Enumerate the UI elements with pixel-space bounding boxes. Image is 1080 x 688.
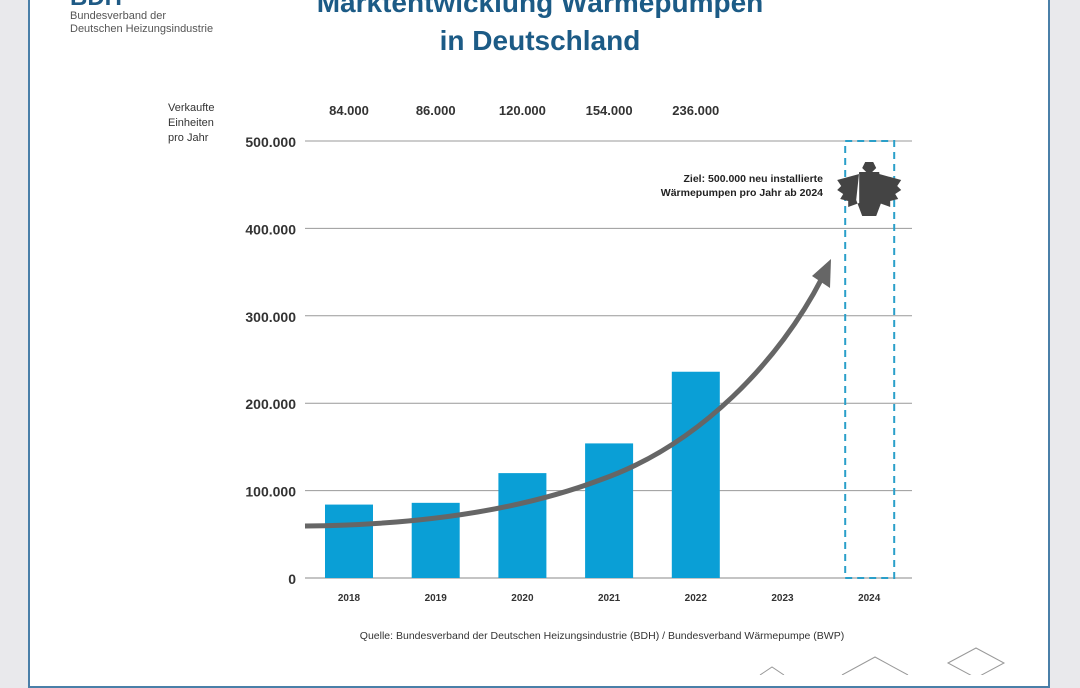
y-tick-label: 100.000	[245, 484, 296, 500]
bdh-logo: BDH Bundesverband der Deutschen Heizungs…	[70, 0, 213, 36]
source-note: Quelle: Bundesverband der Deutschen Heiz…	[360, 630, 844, 642]
arrowhead-icon	[812, 259, 831, 288]
y-tick-label: 300.000	[245, 309, 296, 325]
y-tick-label: 200.000	[245, 396, 296, 412]
data-label: 236.000	[672, 103, 719, 118]
y-tick-label: 0	[288, 571, 296, 587]
decorative-cubes	[759, 647, 1006, 675]
x-tick-label: 2024	[858, 593, 881, 604]
x-tick-label: 2019	[425, 593, 448, 604]
target-label: Wärmepumpen pro Jahr ab 2024	[661, 187, 823, 199]
logo-text: BDH	[70, 0, 213, 10]
x-tick-label: 2018	[338, 593, 361, 604]
title-line1: Marktentwicklung Wärmepumpen	[316, 0, 764, 18]
data-label: 120.000	[499, 103, 546, 118]
chart-title: Marktentwicklung Wärmepumpen in Deutschl…	[0, 0, 1080, 60]
bar-2021	[585, 443, 634, 578]
x-tick-label: 2021	[598, 593, 621, 604]
x-tick-label: 2022	[685, 593, 708, 604]
y-tick-label: 500.000	[245, 134, 296, 150]
eagle-icon	[837, 162, 902, 216]
data-label: 154.000	[586, 103, 633, 118]
y-axis-label: Einheiten	[168, 117, 214, 129]
target-label: Ziel: 500.000 neu installierte	[684, 173, 824, 185]
data-label: 84.000	[329, 103, 369, 118]
x-tick-label: 2023	[771, 593, 794, 604]
x-tick-label: 2020	[511, 593, 534, 604]
target-box	[844, 140, 896, 579]
y-axis-label: pro Jahr	[168, 132, 209, 144]
y-tick-label: 400.000	[245, 221, 296, 237]
logo-line1: Bundesverband der	[70, 10, 167, 22]
trend-arrow	[304, 276, 825, 529]
title-line2: in Deutschland	[439, 25, 641, 56]
y-axis-label: Verkaufte	[168, 102, 214, 114]
logo-line2: Deutschen Heizungsindustrie	[70, 23, 214, 35]
bar-2020	[498, 473, 547, 578]
bar-2022	[671, 371, 720, 578]
bar-2018	[325, 504, 373, 578]
data-label: 86.000	[416, 103, 456, 118]
